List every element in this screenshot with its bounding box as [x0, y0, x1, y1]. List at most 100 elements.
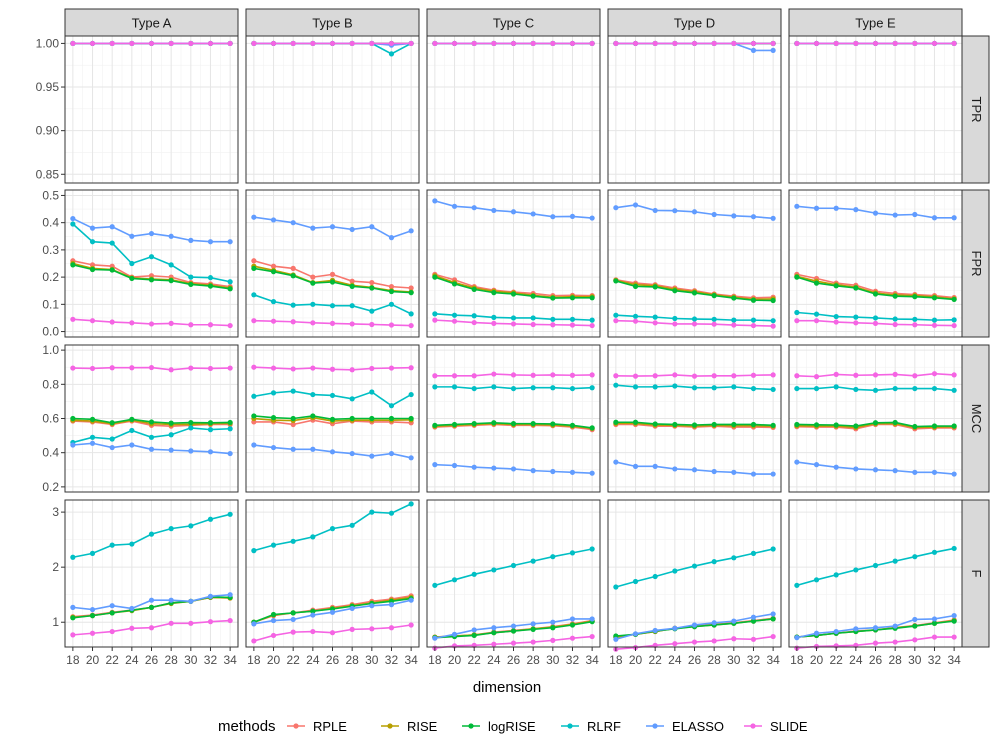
point-rlrf: [408, 501, 414, 507]
point-slide: [70, 632, 76, 638]
point-rlrf: [510, 385, 517, 392]
panel-fpr-type-c: [426, 189, 601, 338]
point-slide: [349, 367, 355, 373]
y-tick-label-fpr: 0.0: [42, 325, 59, 339]
panel-border: [64, 189, 239, 338]
point-slide: [471, 40, 477, 47]
point-slide: [129, 320, 135, 326]
strip-label-f: F: [969, 570, 984, 578]
y-tick-label-f: 2: [52, 560, 59, 574]
point-logrise: [652, 421, 658, 427]
series-elasso: [251, 442, 414, 461]
point-rlrf: [931, 385, 938, 392]
point-logrise: [471, 632, 477, 639]
point-logrise: [129, 275, 135, 282]
point-elasso: [750, 471, 757, 477]
legend-key-point: [387, 723, 393, 729]
point-slide: [691, 373, 698, 379]
x-tick-label: 18: [247, 653, 261, 667]
y-tick-label-fpr: 0.4: [42, 216, 59, 230]
point-slide: [569, 40, 576, 47]
point-elasso: [369, 224, 375, 230]
point-slide: [530, 372, 536, 378]
strip-type-a: Type A: [64, 8, 239, 37]
point-logrise: [89, 416, 96, 422]
point-slide: [290, 629, 296, 635]
x-tick-label: 18: [428, 653, 442, 667]
series-logrise: [70, 262, 233, 292]
point-logrise: [550, 421, 556, 427]
point-slide: [491, 320, 497, 326]
point-logrise: [550, 295, 556, 301]
x-tick-label: 28: [164, 653, 178, 667]
point-elasso: [207, 239, 214, 245]
point-logrise: [310, 413, 316, 419]
point-elasso: [290, 220, 296, 226]
point-rlrf: [951, 545, 957, 552]
point-elasso: [853, 626, 859, 632]
strip-background: [961, 189, 990, 338]
point-slide: [408, 40, 414, 47]
point-logrise: [530, 293, 536, 299]
point-logrise: [491, 420, 497, 426]
point-slide: [388, 322, 395, 328]
point-rlrf: [471, 385, 477, 392]
point-elasso: [872, 210, 879, 216]
point-logrise: [589, 425, 595, 431]
point-elasso: [70, 442, 76, 448]
x-tick-label: 26: [145, 653, 159, 667]
point-elasso: [912, 616, 918, 623]
point-rlrf: [550, 316, 556, 322]
point-slide: [310, 365, 316, 371]
panel-tpr-type-a: [64, 35, 239, 184]
strip-label-type-e: Type E: [855, 16, 896, 31]
point-rlrf: [188, 425, 194, 431]
point-elasso: [872, 467, 879, 473]
legend-key-point: [652, 723, 658, 729]
point-elasso: [471, 627, 477, 633]
point-slide: [770, 633, 776, 640]
point-logrise: [70, 262, 76, 268]
x-tick-label: 30: [546, 653, 560, 667]
series-elasso: [251, 597, 414, 627]
point-rlrf: [329, 526, 336, 532]
point-rlrf: [432, 582, 438, 588]
legend-entry-rise: RISE: [381, 719, 438, 734]
point-elasso: [432, 635, 438, 641]
point-slide: [408, 365, 414, 371]
point-rlrf: [451, 577, 458, 583]
point-slide: [329, 630, 336, 636]
x-tick-label: 34: [585, 653, 599, 667]
point-elasso: [227, 592, 233, 598]
x-tick-label: 30: [908, 653, 922, 667]
point-slide: [129, 40, 135, 47]
point-logrise: [691, 422, 698, 428]
y-tick-label-tpr: 1.00: [36, 36, 60, 50]
x-tick-label: 18: [790, 653, 804, 667]
point-rlrf: [770, 386, 776, 393]
point-slide: [813, 374, 820, 380]
point-elasso: [530, 211, 536, 217]
point-slide: [550, 637, 556, 643]
point-logrise: [369, 415, 375, 422]
legend-entry-elasso: ELASSO: [646, 719, 724, 734]
point-rple: [270, 263, 277, 269]
point-slide: [89, 365, 96, 372]
point-slide: [109, 319, 115, 325]
point-elasso: [349, 605, 355, 612]
point-elasso: [388, 235, 395, 241]
point-logrise: [491, 630, 497, 636]
point-elasso: [872, 625, 879, 631]
point-elasso: [550, 619, 556, 625]
point-slide: [613, 40, 619, 47]
point-elasso: [813, 630, 820, 636]
point-slide: [951, 634, 957, 640]
point-elasso: [270, 617, 277, 624]
point-logrise: [109, 267, 115, 273]
legend-label-elasso: ELASSO: [672, 719, 724, 734]
point-elasso: [632, 202, 639, 208]
point-logrise: [951, 296, 957, 303]
point-elasso: [270, 217, 277, 223]
point-logrise: [711, 421, 717, 428]
point-rlrf: [892, 385, 898, 392]
